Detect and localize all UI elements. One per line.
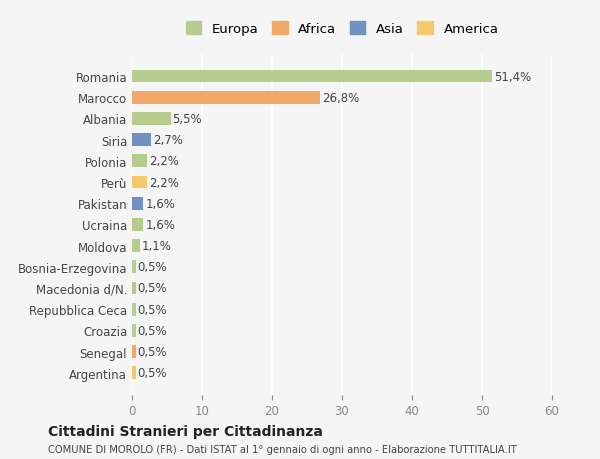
Text: Cittadini Stranieri per Cittadinanza: Cittadini Stranieri per Cittadinanza (48, 425, 323, 438)
Bar (132, 71, 492, 83)
Text: 0,5%: 0,5% (137, 303, 167, 316)
Text: 2,7%: 2,7% (153, 134, 183, 147)
Text: 51,4%: 51,4% (494, 70, 531, 84)
Text: 1,6%: 1,6% (145, 218, 175, 231)
Legend: Europa, Africa, Asia, America: Europa, Africa, Asia, America (182, 17, 502, 39)
Bar (132, 155, 148, 168)
Text: 0,5%: 0,5% (137, 282, 167, 295)
Text: COMUNE DI MOROLO (FR) - Dati ISTAT al 1° gennaio di ogni anno - Elaborazione TUT: COMUNE DI MOROLO (FR) - Dati ISTAT al 1°… (48, 444, 517, 454)
Text: 0,5%: 0,5% (137, 366, 167, 380)
Bar (132, 261, 136, 274)
Text: 0,5%: 0,5% (137, 261, 167, 274)
Bar (132, 325, 136, 337)
Bar (132, 176, 148, 189)
Bar (132, 303, 136, 316)
Bar (132, 134, 151, 147)
Bar (132, 197, 143, 210)
Text: 26,8%: 26,8% (322, 91, 359, 105)
Text: 0,5%: 0,5% (137, 345, 167, 358)
Bar (132, 367, 136, 379)
Bar (132, 346, 136, 358)
Bar (132, 218, 143, 231)
Bar (132, 113, 170, 125)
Text: 2,2%: 2,2% (149, 176, 179, 189)
Text: 1,1%: 1,1% (142, 240, 172, 252)
Text: 1,6%: 1,6% (145, 197, 175, 210)
Bar (132, 282, 136, 295)
Text: 0,5%: 0,5% (137, 324, 167, 337)
Text: 5,5%: 5,5% (173, 112, 202, 126)
Text: 2,2%: 2,2% (149, 155, 179, 168)
Bar (132, 240, 140, 252)
Bar (132, 92, 320, 104)
